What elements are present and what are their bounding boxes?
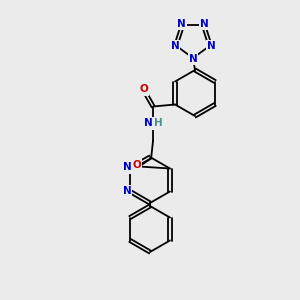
Text: N: N bbox=[123, 187, 131, 196]
Text: H: H bbox=[154, 118, 163, 128]
Text: N: N bbox=[144, 118, 152, 128]
Text: N: N bbox=[189, 53, 197, 63]
Text: O: O bbox=[140, 85, 148, 94]
Text: N: N bbox=[177, 20, 186, 29]
Text: N: N bbox=[170, 40, 179, 51]
Text: O: O bbox=[133, 160, 142, 170]
Text: N: N bbox=[207, 40, 215, 51]
Text: N: N bbox=[189, 54, 197, 64]
Text: N: N bbox=[123, 163, 131, 172]
Text: N: N bbox=[200, 20, 209, 29]
